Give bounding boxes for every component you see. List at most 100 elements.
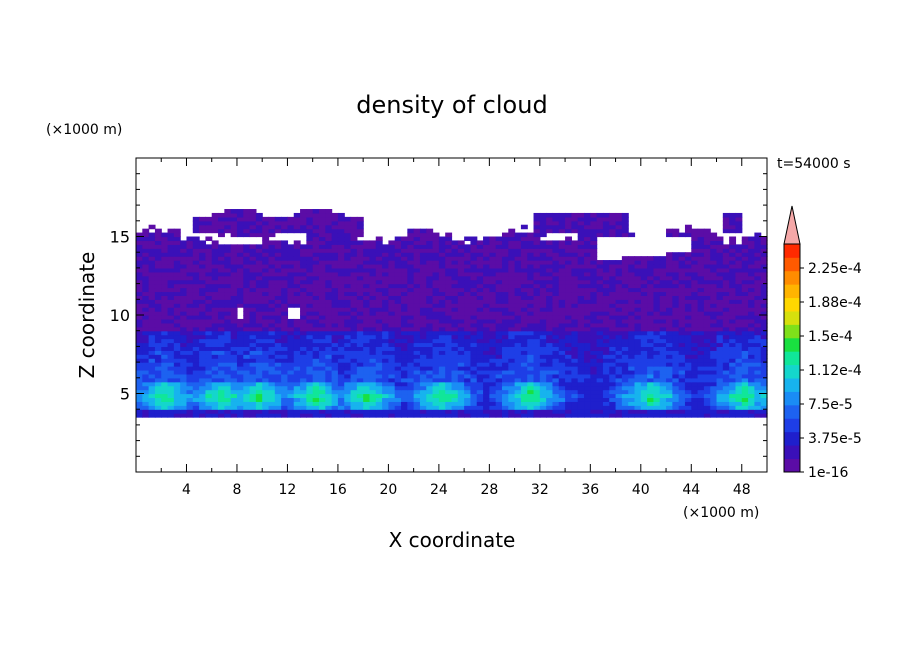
density-cell [666, 315, 673, 320]
density-cell [533, 409, 541, 414]
density-cell [735, 275, 743, 281]
density-cell [218, 252, 225, 257]
density-cell [754, 334, 762, 340]
density-cell [634, 287, 642, 293]
density-cell [375, 338, 383, 344]
density-cell [369, 271, 377, 277]
density-cell [666, 275, 673, 281]
density-cell [571, 389, 579, 395]
density-cell [337, 224, 345, 230]
density-cell [659, 275, 667, 281]
density-cell [451, 350, 459, 355]
density-cell [413, 287, 421, 293]
density-cell [684, 381, 692, 387]
density-cell [710, 346, 718, 351]
density-cell [659, 260, 667, 265]
density-cell [148, 260, 156, 265]
density-cell [470, 330, 478, 336]
density-cell [615, 216, 623, 222]
density-cell [501, 267, 509, 273]
density-cell [760, 389, 768, 395]
density-cell [375, 334, 383, 340]
density-cell [300, 373, 307, 379]
density-cell [489, 330, 497, 336]
density-cell [173, 413, 181, 418]
density-cell [590, 267, 598, 273]
density-cell [407, 385, 415, 391]
density-cell [684, 279, 692, 285]
density-cell [287, 244, 295, 249]
density-cell [760, 342, 768, 347]
density-cell [205, 330, 213, 336]
density-cell [344, 377, 352, 383]
density-cell [464, 271, 472, 277]
density-cell [337, 291, 345, 296]
density-cell [729, 393, 737, 399]
density-cell [413, 389, 421, 395]
density-cell [382, 263, 389, 269]
density-cell [161, 287, 169, 293]
density-cell [249, 307, 257, 312]
density-cell [192, 291, 200, 296]
density-cell [268, 295, 276, 300]
density-cell [382, 315, 389, 320]
density-cell [703, 334, 711, 340]
density-cell [211, 369, 219, 375]
density-cell [337, 354, 345, 359]
density-cell [710, 303, 718, 308]
density-cell [558, 299, 566, 304]
density-cell [584, 252, 591, 257]
density-cell [476, 338, 484, 344]
density-cell [640, 381, 648, 387]
density-cell [483, 260, 490, 265]
density-cell [584, 362, 591, 367]
density-cell [483, 354, 490, 359]
density-cell [710, 287, 718, 293]
density-cell [470, 275, 478, 281]
density-cell [464, 354, 472, 359]
density-cell [243, 413, 251, 418]
density-cell [337, 299, 345, 304]
density-cell [154, 397, 162, 402]
density-cell [710, 260, 718, 265]
density-cell [281, 385, 289, 391]
density-cell [470, 291, 478, 296]
density-cell [476, 405, 484, 410]
density-cell [262, 263, 270, 269]
density-cell [495, 315, 503, 320]
density-cell [325, 244, 333, 249]
density-cell [249, 377, 257, 383]
density-cell [161, 389, 169, 395]
density-cell [539, 346, 547, 351]
density-cell [634, 377, 642, 383]
density-cell [224, 342, 232, 347]
density-cell [760, 240, 768, 245]
density-cell [205, 346, 213, 351]
density-cell [243, 307, 251, 312]
density-cell [672, 358, 680, 363]
density-cell [565, 318, 572, 324]
density-cell [218, 389, 225, 395]
density-cell [243, 244, 251, 249]
density-cell [609, 397, 617, 402]
density-cell [527, 240, 535, 245]
density-cell [722, 220, 730, 226]
density-cell [748, 307, 755, 312]
density-cell [584, 228, 591, 234]
density-cell [211, 354, 219, 359]
density-cell [628, 354, 636, 359]
density-cell [426, 401, 434, 406]
density-cell [697, 279, 705, 285]
density-cell [293, 295, 301, 300]
density-cell [501, 409, 509, 414]
density-cell [684, 315, 692, 320]
density-cell [382, 260, 389, 265]
density-cell [571, 385, 579, 391]
density-cell [710, 291, 718, 296]
density-cell [230, 405, 238, 410]
density-cell [489, 299, 497, 304]
density-cell [394, 346, 402, 351]
density-cell [243, 299, 251, 304]
x-axis-ticks: 4 8 12 16 20 24 28 32 36 40 44 48 [160, 158, 751, 498]
density-cell [514, 330, 522, 336]
